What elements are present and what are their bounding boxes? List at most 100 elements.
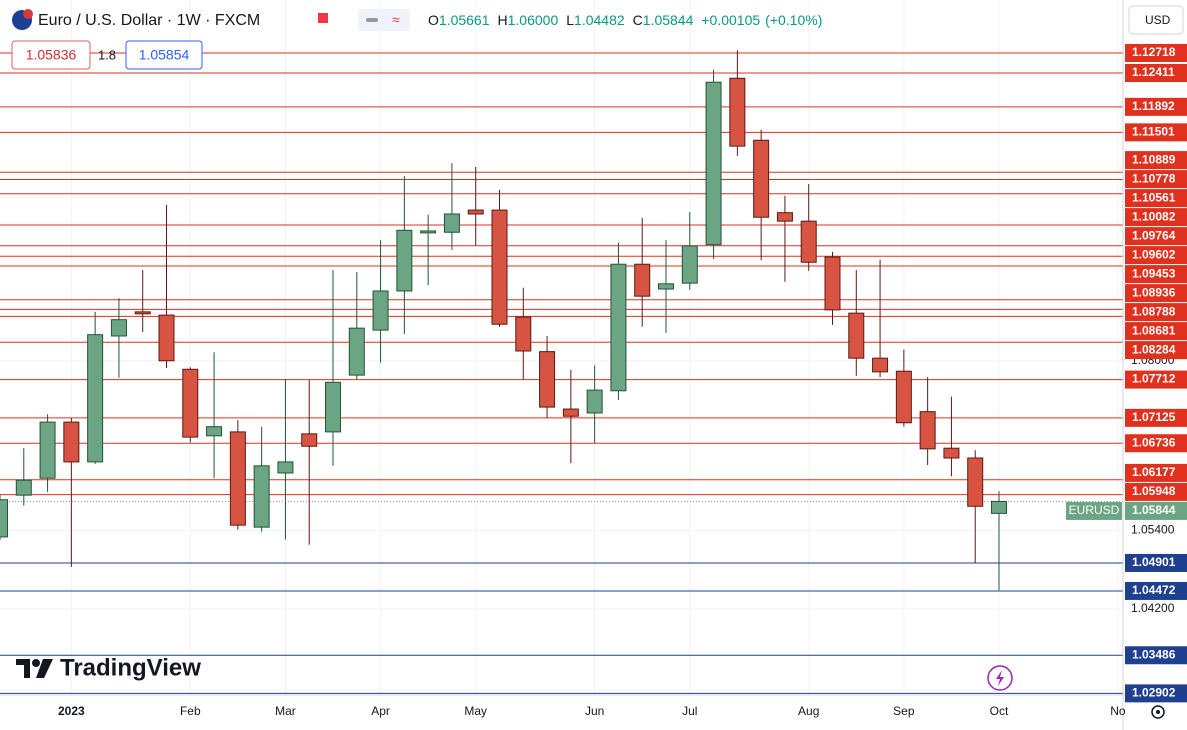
candle-body xyxy=(277,461,294,474)
price-label: 1.09453 xyxy=(1132,266,1176,280)
ohlc-legend: O1.05661 H1.06000 L1.04482 C1.05844 +0.00105… xyxy=(428,12,822,28)
price-label: 1.08936 xyxy=(1132,285,1176,299)
price-label-box xyxy=(1125,123,1187,142)
price-label: 1.09764 xyxy=(1132,228,1176,242)
price-label-box xyxy=(1125,408,1187,427)
x-tick-label: Jul xyxy=(682,704,697,718)
currency-button[interactable] xyxy=(1128,5,1184,35)
market-status xyxy=(366,18,378,22)
price-label-box xyxy=(1125,463,1187,482)
price-label: 1.10561 xyxy=(1132,190,1176,204)
ohlc-key: H xyxy=(498,12,508,28)
currency: USD xyxy=(1145,13,1171,27)
price-label: 1.10889 xyxy=(1132,152,1176,166)
candle-body xyxy=(15,479,32,496)
settings-icon[interactable] xyxy=(1151,705,1165,719)
price-label-box xyxy=(1125,97,1187,116)
ohlc-value: 1.05844 xyxy=(643,12,694,28)
candle-body xyxy=(634,263,651,297)
price-label: 1.03486 xyxy=(1132,647,1176,661)
price-label: 1.08284 xyxy=(1132,342,1176,356)
price-label: 1.11501 xyxy=(1132,125,1175,139)
price-label: 1.07125 xyxy=(1132,410,1176,424)
price-label-box xyxy=(1125,434,1187,453)
price-label-box xyxy=(1125,227,1187,246)
candle-body xyxy=(705,81,722,246)
price-label-box xyxy=(1125,170,1187,189)
candle-body xyxy=(919,411,936,450)
price-label-box xyxy=(1125,482,1187,501)
brand: TradingView xyxy=(60,654,201,681)
spread: 1.8 xyxy=(98,47,116,62)
candle-body xyxy=(681,245,698,284)
x-tick-label: Oct xyxy=(990,704,1009,718)
candle-body xyxy=(872,357,889,373)
candle-body xyxy=(610,263,627,392)
ask-box[interactable] xyxy=(125,40,203,70)
candle-body xyxy=(467,209,484,215)
price-label-box xyxy=(1125,341,1187,360)
ohlc-value: 1.06000 xyxy=(508,12,559,28)
candle-body xyxy=(824,256,841,311)
candle-body xyxy=(776,212,793,222)
candle-body xyxy=(443,213,460,233)
ohlc-key: O xyxy=(428,12,439,28)
price-label: 1.04472 xyxy=(1132,583,1176,597)
bid-price: 1.05836 xyxy=(26,47,77,63)
price-label-box xyxy=(1125,284,1187,303)
candle-body xyxy=(325,381,341,433)
price-label: 1.08788 xyxy=(1132,304,1176,318)
price-label-box xyxy=(1125,246,1187,265)
symbol-icon xyxy=(23,9,33,19)
price-label: 1.06736 xyxy=(1132,435,1176,449)
candle-body xyxy=(515,316,532,352)
price-label: 1.09602 xyxy=(1132,247,1176,261)
candle-body xyxy=(0,499,8,538)
candle-body xyxy=(991,500,1007,514)
candle-body xyxy=(206,426,223,437)
candle-body xyxy=(753,139,770,218)
candle-body xyxy=(158,314,175,362)
candle-body xyxy=(63,421,80,463)
ohlc-value: 1.05661 xyxy=(439,12,490,28)
price-label-box xyxy=(1125,265,1187,284)
x-tick-label: Sep xyxy=(893,704,915,718)
price-label-box xyxy=(1125,646,1187,665)
x-tick-label: 2023 xyxy=(58,704,85,718)
x-tick-label: May xyxy=(464,704,487,718)
price-label: 1.07712 xyxy=(1132,372,1176,386)
candle-body xyxy=(800,220,817,263)
logo xyxy=(16,659,53,678)
candle-body xyxy=(39,421,56,479)
candle-body xyxy=(301,433,318,447)
candle-body xyxy=(182,368,199,438)
y-tick-label: 1.05400 xyxy=(1131,523,1175,537)
price-label-box xyxy=(1125,64,1187,83)
plot xyxy=(0,0,1123,695)
price-label-box xyxy=(1125,189,1187,208)
symbol-label: EURUSD xyxy=(1069,503,1120,517)
price-label: 1.05948 xyxy=(1132,484,1176,498)
candle-body xyxy=(967,457,984,507)
x-tick-label: Jun xyxy=(585,704,604,718)
price-label: 1.05844 xyxy=(1132,503,1176,517)
candle-body xyxy=(491,209,508,325)
price-label: 1.02902 xyxy=(1132,686,1176,700)
price-label-box xyxy=(1125,684,1187,703)
ask-price: 1.05854 xyxy=(139,47,190,63)
market-status xyxy=(358,9,410,31)
settings-icon xyxy=(1156,710,1160,714)
price-label: 1.06177 xyxy=(1132,465,1176,479)
x-tick-label: No xyxy=(1110,704,1126,718)
y-tick-label: 1.04200 xyxy=(1131,601,1175,615)
price-label-box xyxy=(1125,43,1187,62)
market-status: ≈ xyxy=(392,12,400,28)
candle-body xyxy=(229,431,246,526)
bid-box[interactable] xyxy=(11,40,91,70)
candle-body xyxy=(586,389,603,414)
status-dot xyxy=(318,13,328,23)
candle-body xyxy=(134,311,151,315)
